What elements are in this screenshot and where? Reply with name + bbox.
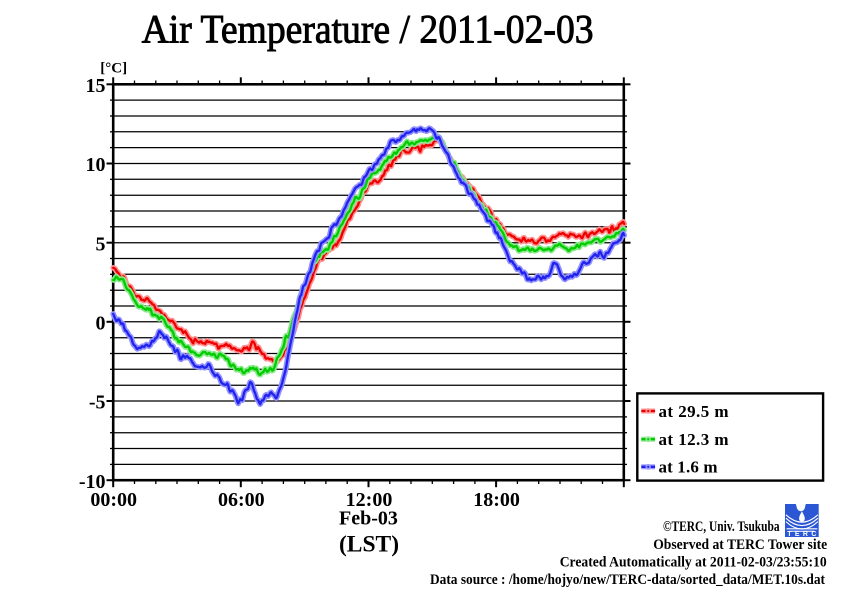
svg-text:-5: -5 bbox=[89, 392, 106, 414]
svg-text:12:00: 12:00 bbox=[346, 489, 393, 511]
svg-text:TERC: TERC bbox=[787, 531, 820, 538]
svg-text:at 12.3 m: at 12.3 m bbox=[659, 430, 729, 449]
svg-text:Air Temperature / 2011-02-03: Air Temperature / 2011-02-03 bbox=[142, 7, 594, 52]
svg-text:0: 0 bbox=[96, 312, 106, 334]
svg-text:5: 5 bbox=[96, 233, 106, 255]
svg-text:(LST): (LST) bbox=[339, 532, 399, 558]
svg-text:15: 15 bbox=[86, 75, 106, 97]
svg-text:Created Automatically at 2011-: Created Automatically at 2011-02-03/23:5… bbox=[560, 555, 827, 571]
svg-text:10: 10 bbox=[86, 154, 106, 176]
svg-text:Data source : /home/hojyo/new/: Data source : /home/hojyo/new/TERC-data/… bbox=[430, 572, 825, 588]
svg-text:at 29.5 m: at 29.5 m bbox=[659, 402, 729, 421]
svg-text:Observed at TERC Tower site: Observed at TERC Tower site bbox=[653, 537, 827, 553]
svg-text:06:00: 06:00 bbox=[218, 489, 265, 511]
svg-text:[°C]: [°C] bbox=[100, 61, 127, 77]
svg-text:18:00: 18:00 bbox=[473, 489, 520, 511]
svg-text:at 1.6 m: at 1.6 m bbox=[659, 458, 718, 477]
svg-text:©TERC, Univ. Tsukuba: ©TERC, Univ. Tsukuba bbox=[663, 519, 780, 535]
svg-text:-10: -10 bbox=[79, 471, 106, 493]
svg-text:Feb-03: Feb-03 bbox=[339, 508, 398, 530]
svg-text:00:00: 00:00 bbox=[90, 489, 137, 511]
